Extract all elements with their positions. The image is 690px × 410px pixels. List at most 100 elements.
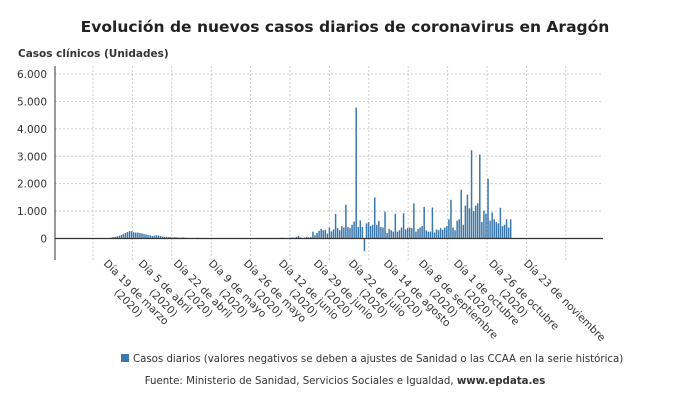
bar — [456, 221, 458, 239]
bar — [370, 226, 372, 238]
bar — [141, 233, 143, 238]
bar — [483, 211, 485, 239]
source-note: Fuente: Ministerio de Sanidad, Servicios… — [145, 376, 546, 387]
bar — [442, 230, 444, 239]
legend-swatch — [121, 354, 129, 362]
bar — [465, 206, 467, 239]
bar — [125, 233, 127, 238]
bar — [504, 225, 506, 239]
bar — [508, 228, 510, 239]
bar — [339, 230, 341, 238]
bar — [329, 228, 331, 239]
bar — [131, 231, 133, 238]
bar — [485, 214, 487, 239]
bar — [510, 219, 512, 238]
bar — [407, 228, 409, 238]
bar — [446, 226, 448, 238]
y-tick-label: 5.000 — [17, 96, 47, 108]
bar — [388, 229, 390, 239]
bar — [448, 219, 450, 238]
bar — [411, 228, 413, 238]
y-tick-label: 3.000 — [17, 151, 47, 163]
bar — [450, 200, 452, 239]
bar — [127, 232, 129, 239]
bar — [129, 231, 131, 238]
bar — [440, 228, 442, 238]
bar — [331, 231, 333, 238]
bar — [137, 232, 139, 238]
bar — [335, 214, 337, 239]
bar — [493, 219, 495, 238]
bar — [393, 232, 395, 239]
bar — [409, 228, 411, 239]
bar — [481, 222, 483, 238]
bar — [452, 228, 454, 239]
bar — [436, 229, 438, 238]
bar — [444, 228, 446, 239]
bar — [413, 203, 415, 238]
bar — [471, 150, 473, 238]
source-site: www.epdata.es — [457, 376, 545, 387]
bar — [318, 231, 320, 239]
y-tick-label: 0 — [40, 234, 47, 246]
bar — [479, 155, 481, 239]
bar — [372, 225, 374, 239]
bar — [467, 195, 469, 239]
legend-label: Casos diarios (valores negativos se debe… — [133, 353, 623, 365]
bar — [351, 225, 353, 239]
bar — [347, 227, 349, 239]
bar — [135, 233, 137, 239]
bar — [498, 223, 500, 238]
y-tick-label: 1.000 — [17, 206, 47, 218]
bar — [327, 234, 329, 239]
bar — [139, 233, 141, 238]
bar — [403, 213, 405, 238]
bar — [312, 232, 314, 239]
bar — [384, 212, 386, 239]
bar — [349, 228, 351, 238]
bar — [496, 222, 498, 238]
y-tick-label: 2.000 — [17, 179, 47, 191]
bar — [374, 197, 376, 238]
bar — [366, 223, 368, 238]
bar — [353, 222, 355, 239]
bar — [417, 229, 419, 239]
bar — [123, 234, 125, 239]
bar — [477, 203, 479, 238]
bar — [355, 108, 357, 239]
bar — [405, 229, 407, 238]
bar — [491, 212, 493, 238]
bar — [380, 227, 382, 239]
bars — [100, 108, 511, 251]
bar — [378, 221, 380, 239]
bar — [430, 232, 432, 239]
bar — [360, 220, 362, 238]
y-axis-label: Casos clínicos (Unidades) — [18, 48, 169, 60]
y-tick-label: 4.000 — [17, 124, 47, 136]
bar — [434, 232, 436, 238]
bar — [345, 205, 347, 239]
bar — [316, 233, 318, 238]
bar — [358, 227, 360, 239]
bar — [419, 228, 421, 239]
bar — [322, 230, 324, 238]
bar — [401, 228, 403, 239]
bar — [341, 226, 343, 238]
bar — [133, 232, 135, 238]
bar — [325, 230, 327, 239]
bar — [473, 211, 475, 238]
bar — [423, 207, 425, 239]
bar — [397, 232, 399, 239]
bar — [458, 219, 460, 238]
bar — [399, 230, 401, 238]
bar — [320, 229, 322, 239]
bar — [469, 208, 471, 238]
bar — [428, 232, 430, 239]
bar — [368, 222, 370, 238]
source-text: Fuente: Ministerio de Sanidad, Servicios… — [145, 376, 457, 387]
bar — [438, 230, 440, 238]
bar — [463, 225, 465, 239]
bar — [343, 228, 345, 239]
